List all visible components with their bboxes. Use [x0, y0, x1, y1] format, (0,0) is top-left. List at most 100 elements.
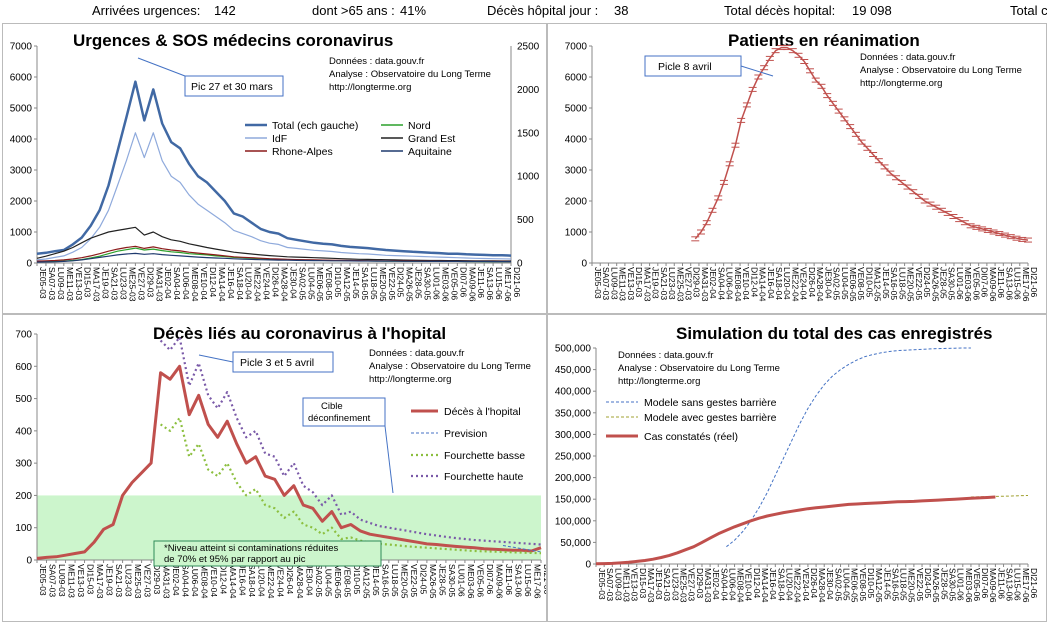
deces-xtick-label: SA18-04 [247, 564, 257, 597]
urgences-xtick-label: VE10-04 [199, 267, 209, 300]
reanimation-xtick-label: ME17-06 [1021, 267, 1031, 302]
target-note-box [153, 540, 382, 567]
simulation-ytick-label: 50,000 [560, 538, 591, 549]
series-idf [36, 132, 512, 261]
deces-xtick-label: VE13-03 [76, 564, 86, 597]
urgences-y2tick-label: 2500 [517, 42, 540, 53]
urgences-xtick-label: LU01-06 [432, 267, 442, 300]
urgences-xtick-label: ME22-04 [253, 267, 263, 302]
simulation-xtick-label: JE05-03 [597, 568, 607, 600]
deces-ytick-label: 0 [26, 556, 32, 567]
legend-label-aquitaine: Aquitaine [408, 146, 452, 158]
deces-xtick-label: LU23-03 [124, 564, 134, 597]
simulation-ytick-label: 100,000 [555, 516, 592, 527]
simulation-chart-panel: Simulation du total des cas enregistrés 0… [547, 314, 1047, 622]
legend-label-total-ech-gauche: Total (ech gauche) [272, 120, 358, 132]
deces-source-line: Analyse : Observatoire du Long Terme [369, 361, 531, 372]
deces-xtick-label: ME20-05 [399, 564, 409, 599]
reanimation-xtick-label: DI07-06 [980, 267, 990, 298]
simulation-xtick-label: JE02-04 [711, 568, 721, 600]
simulation-ytick-label: 200,000 [555, 473, 592, 484]
series-r-animation [694, 46, 1029, 241]
reanimation-ytick-label: 1000 [565, 228, 588, 239]
urgences-xtick-label: ME11-03 [65, 267, 75, 301]
urgences-ytick-label: 6000 [10, 73, 33, 84]
simulation-xtick-label: VE05-06 [972, 568, 982, 601]
legend-label-d-c-s-l-hopital: Décès à l'hopital [444, 406, 521, 418]
deces-ytick-label: 400 [15, 426, 32, 437]
reanimation-xtick-label: ME11-03 [618, 267, 628, 301]
simulation-xtick-label: LU06-04 [727, 568, 737, 601]
reanimation-xtick-label: LU18-05 [897, 267, 907, 300]
urgences-chart: Urgences & SOS médecins coronavirus 0 1000… [10, 31, 540, 302]
urgences-xtick-label: JE16-04 [226, 267, 236, 299]
simulation-xtick-label: JE19-03 [654, 568, 664, 600]
deces-xtick-label: JE02-04 [171, 564, 181, 596]
deces-xtick-label: MA28-04 [295, 564, 305, 599]
series-fourchette-basse [159, 416, 542, 555]
urgences-xtick-label: VE24-04 [262, 267, 272, 300]
deces-xtick-label: JE19-03 [105, 564, 115, 596]
target-pointer [384, 425, 394, 494]
simulation-xtick-label: LU04-05 [842, 568, 852, 601]
simulation-xtick-label: ME06-05 [850, 568, 860, 603]
urgences-xtick-label: MA26-05 [405, 267, 415, 302]
annotation-pointer [137, 57, 186, 77]
simulation-xtick-label: MA28-04 [817, 568, 827, 603]
reanimation-xtick-label: JE28-05 [939, 267, 949, 299]
reanimation-xtick-label: VE27-03 [683, 267, 693, 300]
reanimation-xtick-label: MA17-03 [642, 267, 652, 302]
urgences-xtick-label: LU04-05 [306, 267, 316, 300]
deces-xtick-label: VE05-06 [475, 564, 485, 597]
simulation-xtick-label: SA21-03 [662, 568, 672, 601]
reanimation-source-line: http://longterme.org [860, 78, 942, 89]
reanimation-xtick-label: DI10-05 [864, 267, 874, 298]
legend-label-idf: IdF [272, 133, 287, 145]
deces-xtick-label: ME22-04 [266, 564, 276, 599]
reanimation-xtick-label: LU23-03 [667, 267, 677, 300]
deces-xtick-label: DI26-04 [285, 564, 295, 595]
legend-label-nord: Nord [408, 120, 431, 132]
simulation-xtick-label: LU18-05 [899, 568, 909, 601]
simulation-xtick-label: DI29-03 [695, 568, 705, 599]
deces-xtick-label: LU01-06 [456, 564, 466, 597]
reanimation-xtick-label: MA12-05 [873, 267, 883, 302]
deces-xtick-label: MA26-05 [428, 564, 438, 599]
deces-xtick-label: LU20-04 [257, 564, 267, 597]
urgences-xtick-label: LU15-06 [494, 267, 504, 300]
deces-source-line: Données : data.gouv.fr [369, 348, 464, 359]
urgences-xtick-label: ME03-06 [440, 267, 450, 302]
deces-ytick-label: 700 [15, 330, 32, 341]
deces-xtick-label: MA31-03 [162, 564, 172, 599]
deces-xtick-label: LU15-06 [523, 564, 533, 597]
reanimation-xtick-label: DI26-04 [807, 267, 817, 298]
deces-xtick-label: JE30-04 [304, 564, 314, 596]
reanimation-source-line: Données : data.gouv.fr [860, 52, 955, 63]
reanimation-xtick-label: JE14-05 [881, 267, 891, 299]
urgences-xtick-label: VE13-03 [74, 267, 84, 300]
reanimation-xtick-label: ME03-06 [963, 267, 973, 302]
urgences-xtick-label: DI07-06 [458, 267, 468, 298]
simulation-xtick-label: MA17-03 [646, 568, 656, 603]
deces-xtick-label: SA13-06 [513, 564, 523, 597]
deces-xtick-label: VE27-03 [143, 564, 153, 597]
deces-xtick-label: VE08-05 [342, 564, 352, 597]
series-aquitaine [36, 252, 511, 263]
annotation-pointer [740, 65, 774, 77]
reanimation-xtick-label: JE19-03 [651, 267, 661, 299]
deces-xtick-label: SA04-04 [181, 564, 191, 597]
urgences-xtick-label: MA17-03 [92, 267, 102, 302]
reanimation-xtick-label: VE13-03 [626, 267, 636, 300]
deces-ytick-label: 500 [15, 394, 32, 405]
simulation-xtick-label: LU15-06 [1013, 568, 1023, 601]
simulation-ytick-label: 0 [585, 560, 591, 571]
reanimation-chart-panel: Patients en réanimation 0 1000 2000 3000 4000… [547, 23, 1047, 314]
urgences-xtick-label: ME08-04 [190, 267, 200, 302]
reanimation-xtick-label: VE24-04 [799, 267, 809, 300]
deces-xtick-label: LU06-04 [190, 564, 200, 597]
reanimation-xtick-label: SA02-05 [832, 267, 842, 300]
simulation-ytick-label: 300,000 [555, 430, 592, 441]
urgences-chart-panel: Urgences & SOS médecins coronavirus 0 1000… [2, 23, 547, 314]
simulation-xtick-label: DI12-04 [752, 568, 762, 599]
series-grand-est [36, 226, 511, 262]
